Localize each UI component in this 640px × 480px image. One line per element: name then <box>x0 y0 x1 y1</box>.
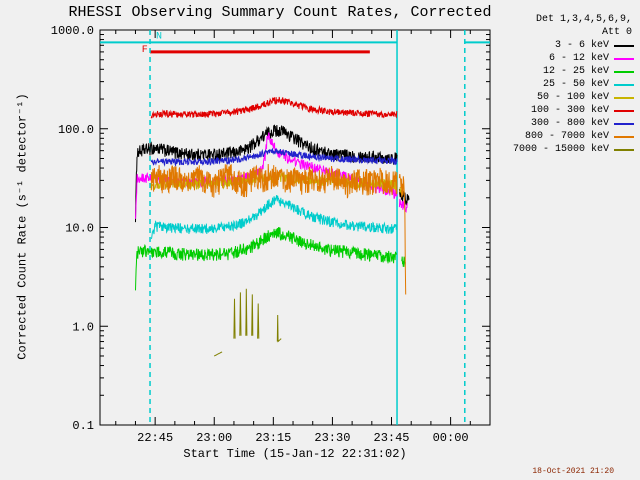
legend-entry: 800 - 7000 keV <box>482 130 634 143</box>
plot-frame <box>99 29 491 426</box>
series-6-12 keV <box>398 198 408 213</box>
x-tick-label: 22:45 <box>137 431 173 445</box>
series-7000-15000 keV <box>233 298 236 339</box>
legend-entry-line <box>614 83 634 86</box>
series-3-6 keV <box>135 124 398 223</box>
legend-entry-label: 7000 - 15000 keV <box>512 144 609 155</box>
series-12-25 keV <box>135 227 398 291</box>
series-7000-15000 keV <box>245 288 248 336</box>
legend-attenuator: Att 0 <box>601 27 632 38</box>
legend-entry: 3 - 6 keV <box>482 39 634 52</box>
legend-entry: 300 - 800 keV <box>482 117 634 130</box>
legend-entry: 6 - 12 keV <box>482 52 634 65</box>
legend-entry: 7000 - 15000 keV <box>482 143 634 156</box>
series-7000-15000 keV <box>257 303 260 339</box>
legend-entry-label: 12 - 25 keV <box>542 66 609 77</box>
legend-entries: 3 - 6 keV 6 - 12 keV 12 - 25 keV 25 - 50 ke… <box>482 39 634 156</box>
series-800-7000 keV <box>150 163 398 199</box>
y-tick-label: 10.0 <box>65 222 94 236</box>
legend-entry: 12 - 25 keV <box>482 65 634 78</box>
series-25-50 keV <box>150 194 398 240</box>
series-7000-15000 keV <box>276 314 282 343</box>
y-axis-label: Corrected Count Rate (s⁻¹ detector⁻¹) <box>15 93 30 360</box>
legend: Det 1,3,4,5,6,9, Att 0 3 - 6 keV 6 - 12 k… <box>482 13 634 156</box>
flag-label-N: N <box>156 32 162 43</box>
legend-entry-line <box>614 57 634 60</box>
legend-entry-line <box>614 148 634 151</box>
legend-entry-label: 50 - 100 keV <box>536 92 609 103</box>
legend-entry-line <box>614 122 634 125</box>
legend-entry-line <box>614 70 634 73</box>
legend-entry-line <box>614 44 634 47</box>
legend-entry-label: 3 - 6 keV <box>554 40 609 51</box>
y-tick-label: 1000.0 <box>51 24 94 38</box>
series-12-25 keV <box>401 256 406 267</box>
legend-entry-line <box>614 109 634 112</box>
legend-entry: 50 - 100 keV <box>482 91 634 104</box>
legend-entry-label: 25 - 50 keV <box>542 79 609 90</box>
legend-entry-label: 6 - 12 keV <box>548 53 609 64</box>
flag-label-F: F <box>142 45 148 56</box>
y-tick-label: 0.1 <box>72 419 94 433</box>
series-7000-15000 keV <box>213 351 223 357</box>
y-tick-label: 1.0 <box>72 320 94 334</box>
legend-entry: 100 - 300 keV <box>482 104 634 117</box>
series-7000-15000 keV <box>251 294 254 336</box>
y-tick-label: 100.0 <box>58 123 94 137</box>
x-tick-label: 23:45 <box>374 431 410 445</box>
series-300-800 keV <box>150 148 398 168</box>
legend-entry-label: 300 - 800 keV <box>530 118 609 129</box>
chart-title: RHESSI Observing Summary Count Rates, Co… <box>68 4 492 21</box>
legend-entry-label: 100 - 300 keV <box>530 105 609 116</box>
series-800-7000 keV <box>398 174 407 295</box>
legend-detectors: Det 1,3,4,5,6,9, <box>535 14 632 25</box>
x-tick-label: 23:15 <box>255 431 291 445</box>
x-tick-label: 23:30 <box>314 431 350 445</box>
legend-entry-label: 800 - 7000 keV <box>524 131 609 142</box>
series-7000-15000 keV <box>239 292 242 336</box>
x-axis-label: Start Time (15-Jan-12 22:31:02) <box>183 447 407 461</box>
legend-entry-line <box>614 96 634 99</box>
legend-entry: 25 - 50 keV <box>482 78 634 91</box>
x-tick-label: 00:00 <box>433 431 469 445</box>
creation-timestamp: 18-Oct-2021 21:20 <box>532 467 614 476</box>
legend-entry-line <box>614 135 634 138</box>
series-100-300 keV <box>150 96 398 119</box>
x-tick-label: 23:00 <box>196 431 232 445</box>
